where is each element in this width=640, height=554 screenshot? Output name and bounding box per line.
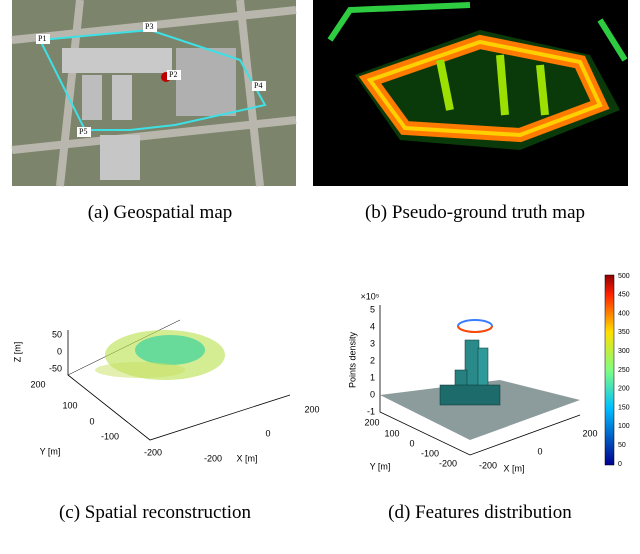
tick-label: 0 <box>265 428 270 438</box>
tick-label: 0 <box>89 416 94 426</box>
colorbar-tick-label: 250 <box>618 367 630 374</box>
tick-label: 0 <box>370 389 375 399</box>
colorbar-tick-label: 0 <box>618 461 622 468</box>
colorbar-tick-label: 100 <box>618 423 630 430</box>
axis-label: X [m] <box>503 463 524 473</box>
axis-label: Z [m] <box>12 342 22 363</box>
tick-label: -50 <box>49 363 62 373</box>
tick-label: 1 <box>370 372 375 382</box>
map-label: P3 <box>145 22 153 31</box>
reconstruction-plot: Z [m] 50 0 -50 200 100 0 -100 -200 Y [m]… <box>12 319 320 463</box>
tick-label: 4 <box>370 321 375 331</box>
tick-label: 50 <box>52 329 62 339</box>
axis-label: X [m] <box>236 453 257 463</box>
ground-truth-map <box>313 0 628 186</box>
tick-label: -1 <box>367 406 375 416</box>
map-label: P5 <box>79 127 87 136</box>
colorbar-tick-label: 500 <box>618 273 630 280</box>
tick-label: 2 <box>370 355 375 365</box>
colorbar-tick-label: 350 <box>618 329 630 336</box>
tick-label: 0 <box>409 438 414 448</box>
tick-label: 0 <box>57 346 62 356</box>
tick-label: 200 <box>30 379 45 389</box>
colorbar-tick-label: 200 <box>618 386 630 393</box>
axis-label: Points density <box>347 331 357 388</box>
map-label: P4 <box>254 81 262 90</box>
tick-label: 5 <box>370 304 375 314</box>
map-label: P2 <box>169 70 177 79</box>
colorbar-tick-label: 300 <box>618 348 630 355</box>
geospatial-map: P1 P2 P3 P4 P5 <box>11 0 297 187</box>
tick-label: 0 <box>537 446 542 456</box>
colorbar-tick-label: 450 <box>618 292 630 299</box>
tick-label: -100 <box>421 448 439 458</box>
tick-label: 3 <box>370 338 375 348</box>
colorbar-tick-label: 400 <box>618 310 630 317</box>
colorbar <box>604 274 615 466</box>
caption: (b) Pseudo-ground truth map <box>365 202 585 223</box>
tick-label: -200 <box>439 458 457 468</box>
tick-label: -100 <box>101 431 119 441</box>
tick-label: 100 <box>384 428 399 438</box>
tick-label: -200 <box>479 460 497 470</box>
caption: (a) Geospatial map <box>88 202 233 223</box>
tick-label: 200 <box>582 428 597 438</box>
map-label: P1 <box>38 34 46 43</box>
caption: (d) Features distribution <box>388 502 572 523</box>
axis-label: Y [m] <box>370 461 391 471</box>
axis-exponent: ×10⁵ <box>361 291 380 301</box>
axis-label: Y [m] <box>40 446 61 456</box>
tick-label: 200 <box>304 404 319 414</box>
distribution-plot: ×10⁵ Points density 5 4 3 2 1 0 -1 200 1… <box>347 273 629 474</box>
tick-label: 200 <box>364 417 379 427</box>
tick-label: 100 <box>62 400 77 410</box>
colorbar-tick-label: 150 <box>618 404 630 411</box>
tick-label: -200 <box>204 453 222 463</box>
colorbar-tick-label: 50 <box>618 442 626 449</box>
caption: (c) Spatial reconstruction <box>59 502 252 523</box>
tick-label: -200 <box>144 447 162 457</box>
